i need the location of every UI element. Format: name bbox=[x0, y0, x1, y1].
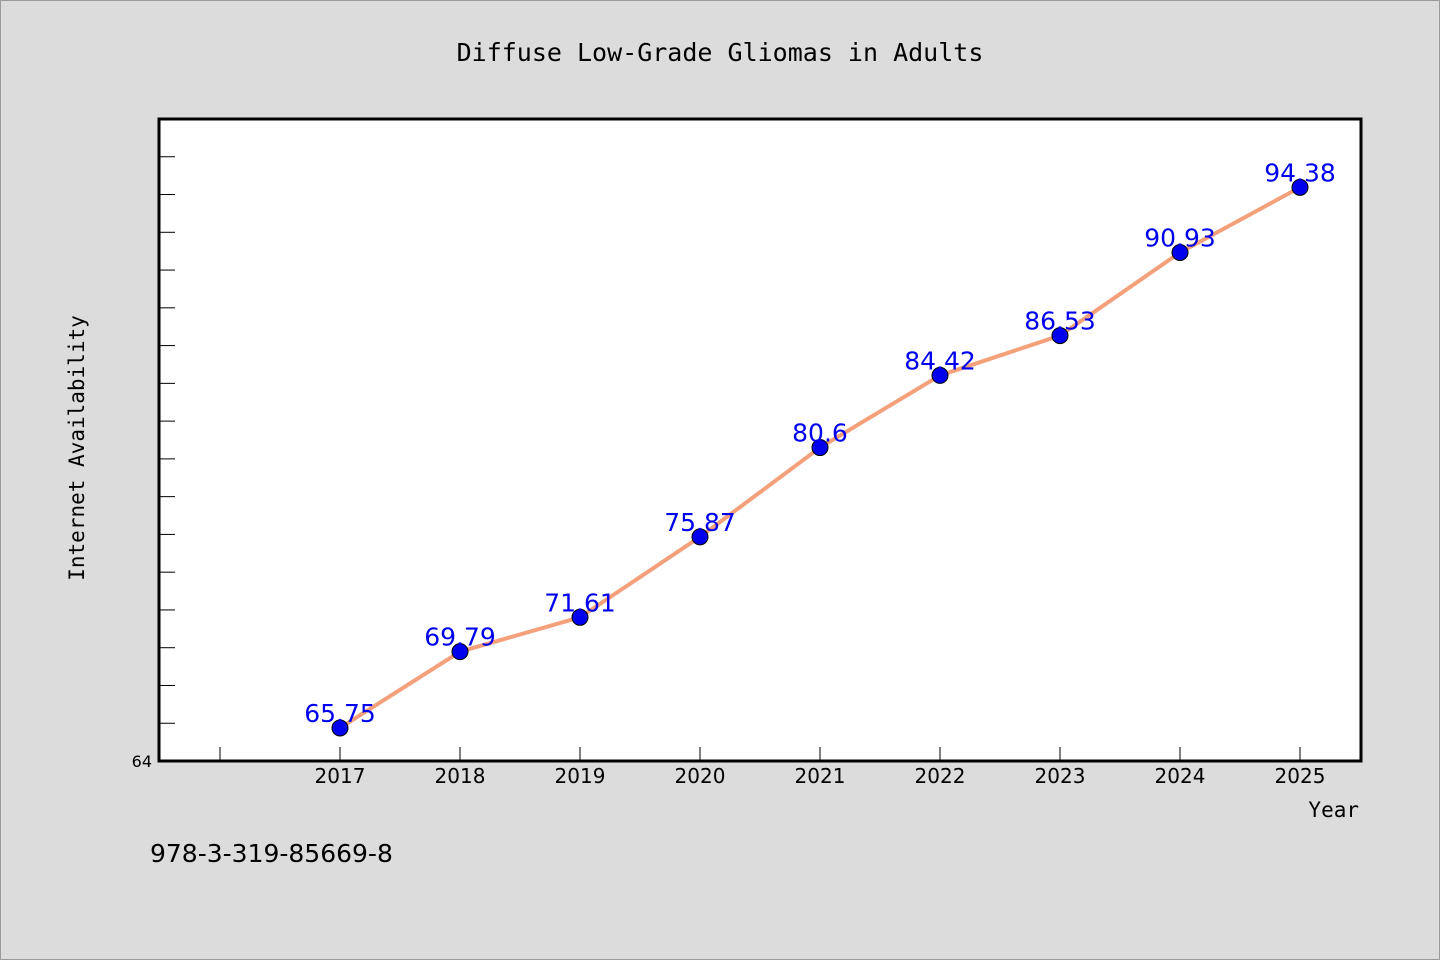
data-point bbox=[1291, 178, 1309, 196]
data-label: 75.87 bbox=[664, 508, 736, 537]
data-label: 71.61 bbox=[544, 588, 616, 617]
x-tick-label: 2024 bbox=[1155, 764, 1206, 788]
annotation-text: 978-3-319-85669-8 bbox=[150, 839, 393, 868]
data-point bbox=[451, 643, 469, 661]
x-tick-label: 2019 bbox=[555, 764, 606, 788]
data-point bbox=[931, 366, 949, 384]
x-tick-label: 2017 bbox=[315, 764, 366, 788]
x-axis-ticks: 2017 2018 2019 2020 2021 2022 2023 2024 2025 bbox=[219, 747, 1326, 788]
data-point bbox=[571, 608, 589, 626]
data-label: 86.53 bbox=[1024, 307, 1096, 336]
chart-title: Diffuse Low-Grade Gliomas in Adults bbox=[457, 38, 984, 67]
data-label: 90.93 bbox=[1144, 223, 1216, 252]
data-point bbox=[1051, 327, 1069, 345]
x-tick-label: 2020 bbox=[675, 764, 726, 788]
data-label: 84.42 bbox=[904, 346, 976, 375]
x-tick-label: 2021 bbox=[795, 764, 846, 788]
y-axis-label: Internet Availability bbox=[65, 315, 89, 581]
x-tick-label: 2018 bbox=[435, 764, 486, 788]
data-point bbox=[691, 528, 709, 546]
data-point bbox=[1171, 243, 1189, 261]
data-point bbox=[331, 719, 349, 737]
x-tick-label: 2025 bbox=[1275, 764, 1326, 788]
data-label: 69.79 bbox=[424, 623, 496, 652]
data-point bbox=[811, 439, 829, 457]
data-label: 65.75 bbox=[304, 699, 376, 728]
x-axis-label: Year bbox=[1308, 798, 1359, 822]
series-layer: 65.75 69.79 71.61 75.87 80.6 84.42 86.53 90.93 9… bbox=[304, 158, 1336, 737]
plot-area bbox=[157, 117, 1363, 763]
data-label: 80.6 bbox=[792, 419, 848, 448]
data-label: 94.38 bbox=[1264, 158, 1336, 187]
y-tick-label: 64 bbox=[132, 752, 152, 771]
x-tick-label: 2022 bbox=[915, 764, 966, 788]
y-axis-ticks: 64 bbox=[132, 118, 175, 771]
x-tick-label: 2023 bbox=[1035, 764, 1086, 788]
